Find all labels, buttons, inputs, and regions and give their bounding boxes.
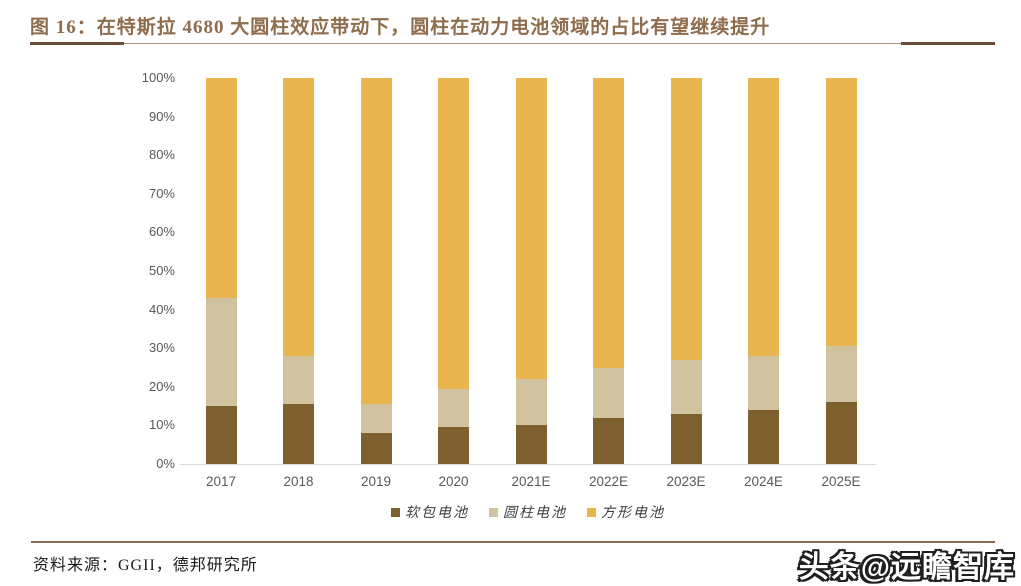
legend-swatch-icon: [391, 507, 400, 517]
legend-item-方形电池: 方形电池: [587, 502, 665, 522]
title-divider-thick-right: [901, 42, 995, 45]
x-axis-tick-label: 2022E: [588, 474, 629, 489]
bar-segment-圆柱电池: [360, 404, 392, 434]
title-divider: [30, 42, 995, 47]
stacked-bar-plot-area: [180, 78, 876, 465]
chart-legend: 软包电池 圆柱电池 方形电池: [180, 502, 876, 522]
watermark: 头条@远瞻智库: [798, 551, 1015, 584]
bar-segment-软包电池: [748, 409, 779, 464]
stacked-bar-2017: [205, 78, 237, 464]
bar-segment-软包电池: [825, 402, 857, 464]
figure-title: 图 16：在特斯拉 4680 大圆柱效应带动下，圆柱在动力电池领域的占比有望继续…: [30, 17, 771, 38]
bar-segment-圆柱电池: [670, 359, 702, 414]
bar-segment-圆柱电池: [438, 388, 469, 428]
title-divider-thin-line: [30, 43, 995, 44]
bar-segment-软包电池: [670, 413, 702, 464]
legend-label: 软包电池: [405, 506, 469, 521]
bar-segment-圆柱电池: [515, 379, 547, 426]
bar-segment-圆柱电池: [205, 298, 237, 407]
legend-swatch-icon: [489, 507, 498, 517]
bar-segment-圆柱电池: [825, 346, 857, 403]
x-axis-tick-label: 2023E: [666, 474, 706, 489]
source-note: 资料来源：GGII，德邦研究所: [33, 557, 258, 574]
y-axis-tick-label: 0%: [156, 456, 175, 471]
legend-item-圆柱电池: 圆柱电池: [489, 502, 567, 522]
bar-segment-方形电池: [283, 78, 314, 356]
y-axis-tick-label: 20%: [148, 378, 175, 394]
stacked-bar-2025E: [825, 78, 857, 464]
x-axis-tick-label: 2020: [438, 474, 469, 489]
bar-segment-软包电池: [515, 425, 547, 464]
stacked-bar-2022E: [593, 78, 624, 464]
stacked-bar-2020: [438, 78, 469, 464]
legend-swatch-icon: [587, 507, 596, 517]
x-axis-tick-label: 2025E: [821, 474, 861, 489]
y-axis-tick-label: 100%: [141, 70, 175, 85]
x-axis-tick-label: 2019: [360, 474, 392, 489]
bar-segment-圆柱电池: [593, 367, 624, 418]
legend-label: 圆柱电池: [503, 506, 567, 521]
bar-segment-软包电池: [438, 427, 469, 464]
y-axis-tick-label: 60%: [148, 224, 175, 240]
bar-segment-软包电池: [205, 406, 237, 464]
stacked-bar-2024E: [748, 78, 779, 464]
y-axis-tick-label: 30%: [148, 340, 175, 356]
bar-segment-方形电池: [515, 78, 547, 380]
bar-segment-软包电池: [360, 433, 392, 464]
x-axis-tick-label: 2021E: [511, 474, 551, 489]
bar-segment-软包电池: [283, 404, 314, 464]
footer-divider: [31, 541, 995, 543]
y-axis-tick-label: 70%: [148, 185, 175, 201]
bar-segment-方形电池: [670, 78, 702, 360]
stacked-bar-2023E: [670, 78, 702, 464]
bar-segment-方形电池: [748, 78, 779, 356]
bar-segment-圆柱电池: [748, 355, 779, 410]
y-axis-tick-label: 90%: [148, 108, 175, 124]
legend-item-软包电池: 软包电池: [391, 502, 469, 522]
x-axis-tick-label: 2018: [283, 474, 314, 489]
bar-segment-方形电池: [438, 78, 469, 389]
bar-segment-方形电池: [825, 78, 857, 347]
x-axis-tick-label: 2024E: [743, 474, 784, 489]
y-axis-tick-label: 10%: [148, 417, 175, 433]
y-axis-tick-label: 50%: [148, 263, 175, 278]
y-axis-tick-label: 40%: [148, 301, 175, 317]
legend-label: 方形电池: [601, 506, 665, 521]
bar-segment-方形电池: [360, 78, 392, 405]
y-axis-tick-label: 80%: [148, 147, 175, 163]
stacked-bar-2019: [360, 78, 392, 464]
x-axis-tick-label: 2017: [205, 474, 237, 489]
stacked-bar-2021E: [515, 78, 547, 464]
bar-segment-方形电池: [205, 78, 237, 299]
stacked-bar-2018: [283, 78, 314, 464]
bar-segment-软包电池: [593, 417, 624, 464]
bar-segment-方形电池: [593, 78, 624, 368]
bar-segment-圆柱电池: [283, 355, 314, 405]
title-divider-thick-left: [30, 42, 124, 45]
